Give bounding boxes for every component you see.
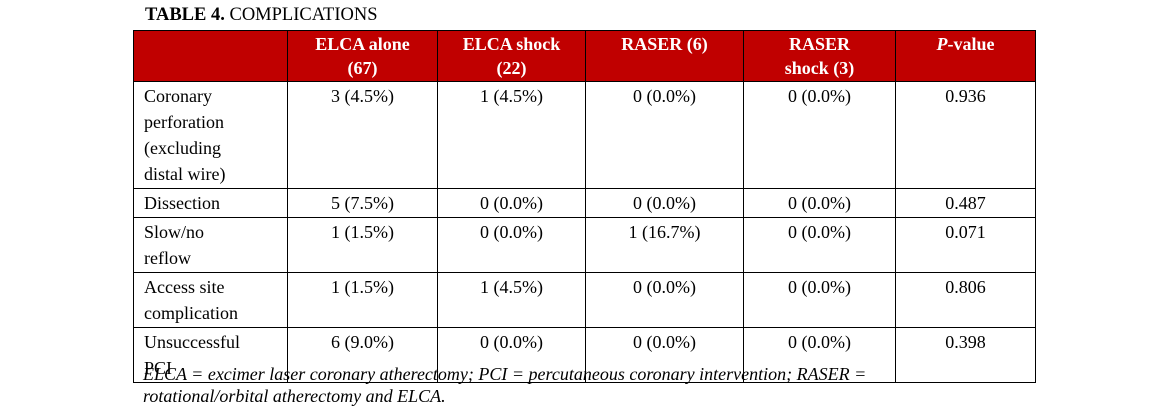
p-value-cell: 0.071 bbox=[895, 217, 1036, 273]
p-value-cell: 0.936 bbox=[895, 81, 1036, 189]
data-cell: 0 (0.0%) bbox=[437, 188, 586, 218]
table-title-number: TABLE 4. bbox=[145, 5, 225, 25]
row-label-cell: Slow/no reflow bbox=[133, 217, 288, 273]
header-raser: RASER (6) bbox=[585, 30, 744, 82]
data-cell: 0 (0.0%) bbox=[743, 217, 896, 273]
header-row-label bbox=[133, 30, 288, 82]
data-cell: 1 (16.7%) bbox=[585, 217, 744, 273]
data-cell: 0 (0.0%) bbox=[585, 188, 744, 218]
table-row-dissection: Dissection 5 (7.5%) 0 (0.0%) 0 (0.0%) 0 … bbox=[133, 188, 1036, 218]
row-label-cell: Dissection bbox=[133, 188, 288, 218]
row-label-cell: Unsuccessful PCI bbox=[133, 327, 288, 383]
data-cell: 1 (1.5%) bbox=[287, 272, 438, 328]
data-cell: 0 (0.0%) bbox=[585, 81, 744, 189]
data-cell: 0 (0.0%) bbox=[437, 217, 586, 273]
data-cell: 1 (1.5%) bbox=[287, 217, 438, 273]
header-p-value: P-value bbox=[895, 30, 1036, 82]
table-row-unsuccessful-pci: Unsuccessful PCI 6 (9.0%) 0 (0.0%) 0 (0.… bbox=[133, 327, 1036, 383]
data-cell: 1 (4.5%) bbox=[437, 272, 586, 328]
data-cell: 6 (9.0%) bbox=[287, 327, 438, 383]
data-cell: 1 (4.5%) bbox=[437, 81, 586, 189]
table-title-caption: COMPLICATIONS bbox=[224, 5, 378, 25]
footnote-line-2: rotational/orbital atherectomy and ELCA. bbox=[143, 385, 446, 406]
table-footnote: ELCA = excimer laser coronary atherectom… bbox=[143, 364, 866, 407]
data-cell: 3 (4.5%) bbox=[287, 81, 438, 189]
p-value-cell: 0.806 bbox=[895, 272, 1036, 328]
complications-table: ELCA alone (67) ELCA shock (22) RASER (6… bbox=[133, 30, 1036, 383]
header-elca-alone: ELCA alone (67) bbox=[287, 30, 438, 82]
table-row-access-site-complication: Access site complication 1 (1.5%) 1 (4.5… bbox=[133, 272, 1036, 328]
data-cell: 0 (0.0%) bbox=[743, 188, 896, 218]
data-cell: 0 (0.0%) bbox=[585, 327, 744, 383]
data-cell: 0 (0.0%) bbox=[743, 272, 896, 328]
p-value-cell: 0.487 bbox=[895, 188, 1036, 218]
header-row: ELCA alone (67) ELCA shock (22) RASER (6… bbox=[133, 30, 1036, 82]
table-row-slow-no-reflow: Slow/no reflow 1 (1.5%) 0 (0.0%) 1 (16.7… bbox=[133, 217, 1036, 273]
data-cell: 0 (0.0%) bbox=[585, 272, 744, 328]
table-row-coronary-perforation: Coronary perforation (excluding distal w… bbox=[133, 81, 1036, 189]
row-label-cell: Coronary perforation (excluding distal w… bbox=[133, 81, 288, 189]
data-cell: 0 (0.0%) bbox=[743, 327, 896, 383]
p-value-cell: 0.398 bbox=[895, 327, 1036, 383]
header-raser-shock: RASER shock (3) bbox=[743, 30, 896, 82]
row-label-cell: Access site complication bbox=[133, 272, 288, 328]
table-title: TABLE 4. COMPLICATIONS bbox=[145, 4, 378, 26]
data-cell: 0 (0.0%) bbox=[743, 81, 896, 189]
p-value-italic-letter: P bbox=[936, 34, 948, 54]
header-elca-shock: ELCA shock (22) bbox=[437, 30, 586, 82]
data-cell: 5 (7.5%) bbox=[287, 188, 438, 218]
data-cell: 0 (0.0%) bbox=[437, 327, 586, 383]
footnote-line-1: ELCA = excimer laser coronary atherectom… bbox=[143, 364, 867, 384]
p-value-rest: -value bbox=[947, 34, 995, 54]
